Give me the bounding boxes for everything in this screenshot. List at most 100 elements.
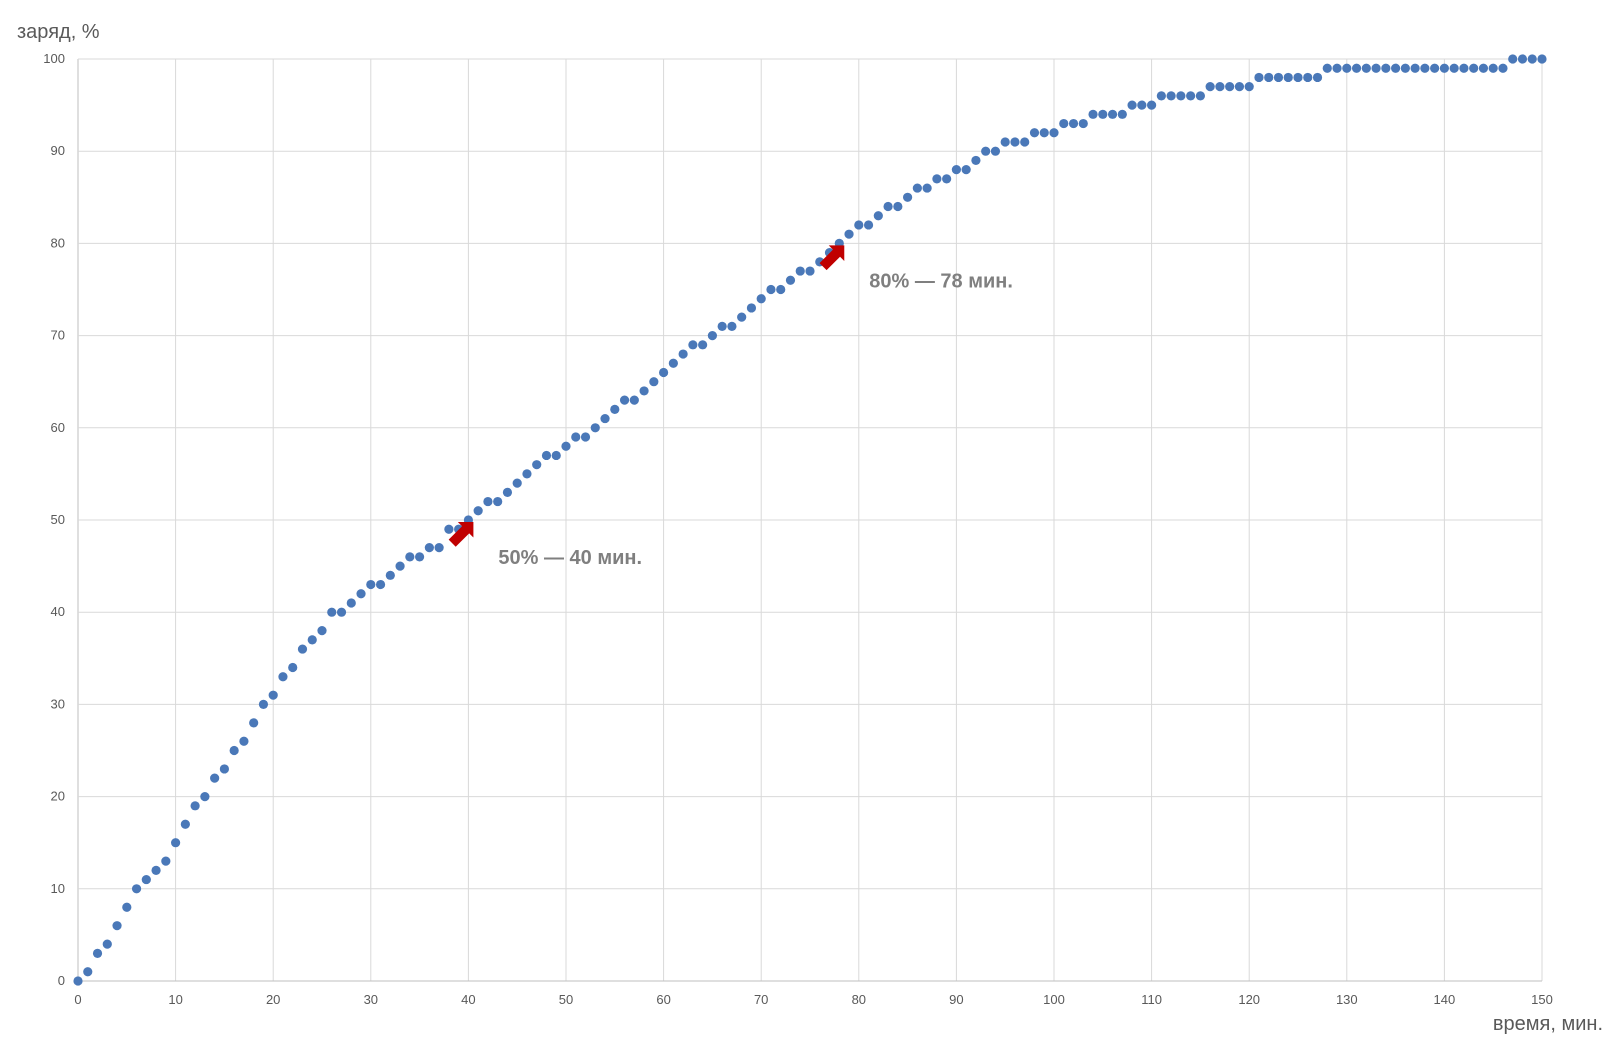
data-point — [1322, 63, 1332, 73]
data-point — [1459, 63, 1469, 73]
data-point — [629, 395, 639, 405]
data-point — [551, 450, 561, 461]
data-point — [912, 183, 922, 193]
data-point — [1205, 82, 1215, 92]
data-point — [102, 939, 112, 949]
y-tick-label: 70 — [51, 328, 65, 343]
data-point — [405, 552, 415, 562]
x-tick-label: 40 — [461, 992, 475, 1007]
data-point — [1147, 100, 1157, 110]
data-point — [590, 423, 600, 433]
data-point — [1166, 91, 1176, 101]
data-point — [258, 699, 269, 710]
data-point — [863, 220, 874, 230]
data-point — [171, 838, 181, 848]
x-tick-label: 90 — [949, 992, 963, 1007]
data-point — [307, 635, 317, 645]
data-point — [776, 284, 786, 295]
annotation-arrow — [819, 245, 845, 271]
data-point — [854, 220, 864, 230]
data-point — [1478, 63, 1489, 73]
grid-layer — [77, 58, 1543, 982]
data-point — [1351, 63, 1362, 73]
data-point — [112, 921, 122, 931]
data-point — [1176, 91, 1186, 101]
data-point — [600, 413, 610, 424]
data-point — [1410, 63, 1420, 73]
y-tick-label: 30 — [51, 696, 65, 711]
data-point — [288, 662, 298, 673]
data-point — [1498, 63, 1508, 73]
data-point — [415, 552, 425, 562]
data-point — [1107, 109, 1118, 119]
y-tick-label: 60 — [51, 420, 65, 435]
data-point — [434, 543, 444, 553]
data-point — [131, 884, 142, 894]
y-tick-label: 80 — [51, 235, 65, 250]
y-tick-label: 20 — [51, 789, 65, 804]
x-tick-label: 60 — [656, 992, 670, 1007]
y-tick-label: 90 — [51, 143, 65, 158]
x-tick-label: 80 — [852, 992, 866, 1007]
x-tick-label: 50 — [559, 992, 573, 1007]
data-point — [180, 819, 190, 829]
data-point — [737, 312, 747, 322]
data-point — [1273, 72, 1284, 83]
data-point — [1088, 109, 1098, 119]
data-point — [483, 496, 493, 507]
data-point — [698, 340, 708, 350]
data-point — [1439, 63, 1449, 73]
data-point — [1264, 72, 1274, 83]
data-point — [785, 275, 796, 285]
data-point — [1537, 54, 1547, 64]
data-point — [83, 967, 93, 977]
data-point — [532, 460, 542, 470]
data-point — [981, 146, 991, 156]
data-point — [649, 377, 659, 387]
data-point — [873, 211, 883, 221]
data-point — [1420, 63, 1430, 73]
data-point — [961, 165, 971, 175]
data-point — [1020, 137, 1030, 147]
data-point — [200, 792, 210, 802]
data-point — [1186, 91, 1196, 101]
data-point — [805, 266, 815, 276]
data-point — [942, 174, 952, 184]
data-point — [1303, 72, 1313, 83]
data-point — [336, 607, 347, 617]
data-point — [122, 902, 132, 912]
data-point — [1508, 54, 1518, 64]
data-point — [1029, 128, 1040, 138]
data-point — [903, 192, 913, 202]
data-point — [1371, 63, 1381, 73]
data-point — [1137, 100, 1147, 110]
data-point — [688, 340, 698, 350]
annotation-label: 50% — 40 мин. — [498, 547, 642, 569]
data-point — [1517, 54, 1528, 64]
data-point — [1098, 109, 1108, 119]
x-tick-label: 70 — [754, 992, 768, 1007]
data-point — [1469, 63, 1479, 73]
data-point — [141, 874, 151, 885]
data-point — [1059, 118, 1069, 129]
x-tick-label: 140 — [1434, 992, 1456, 1007]
data-point — [1312, 72, 1323, 83]
x-tick-label: 110 — [1141, 992, 1162, 1007]
data-point — [385, 570, 395, 580]
data-point — [239, 736, 249, 746]
data-point — [1234, 82, 1245, 92]
data-point — [1195, 91, 1205, 101]
data-point — [727, 321, 737, 331]
data-point — [190, 801, 200, 811]
data-point — [1449, 63, 1459, 73]
y-tick-label: 100 — [43, 51, 65, 66]
data-point — [766, 284, 776, 295]
data-point — [1361, 63, 1371, 73]
data-point — [346, 598, 356, 608]
data-point — [444, 524, 454, 534]
annotations: 50% — 40 мин. 80% — 78 мин. — [448, 245, 1013, 569]
data-point — [297, 644, 308, 654]
data-point — [951, 165, 962, 175]
data-point — [92, 948, 103, 958]
